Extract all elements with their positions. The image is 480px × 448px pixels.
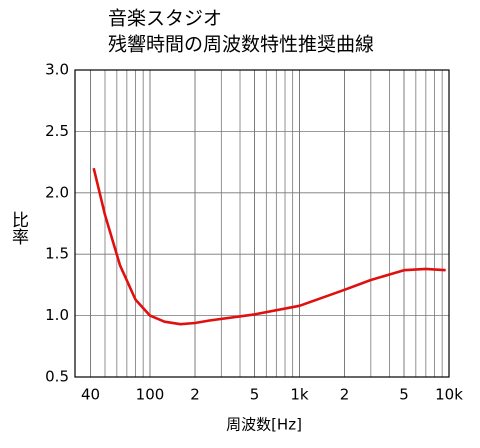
y-tick-label: 2.0: [45, 183, 69, 201]
y-axis-label: 比率: [8, 211, 29, 245]
x-tick-label: 5: [399, 386, 409, 404]
y-tick-label: 1.0: [45, 306, 69, 324]
x-tick-label: 5: [250, 386, 260, 404]
plot-frame: [74, 69, 450, 378]
chart-subtitle: 残響時間の周波数特性推奨曲線: [108, 34, 374, 56]
chart-title: 音楽スタジオ: [108, 8, 222, 30]
y-tick-label: 2.5: [45, 122, 69, 140]
y-tick-label: 1.5: [45, 245, 69, 263]
x-tick-label: 100: [136, 386, 165, 404]
x-tick-label: 2: [340, 386, 350, 404]
y-tick-label: 3.0: [45, 61, 69, 79]
x-tick-label: 10k: [435, 386, 463, 404]
x-tick-label: 2: [190, 386, 200, 404]
x-tick-label: 40: [81, 386, 100, 404]
data-line: [92, 167, 446, 326]
x-axis-label: 周波数[Hz]: [226, 416, 302, 434]
x-tick-label: 1k: [290, 386, 309, 404]
y-tick-label: 0.5: [45, 368, 69, 386]
